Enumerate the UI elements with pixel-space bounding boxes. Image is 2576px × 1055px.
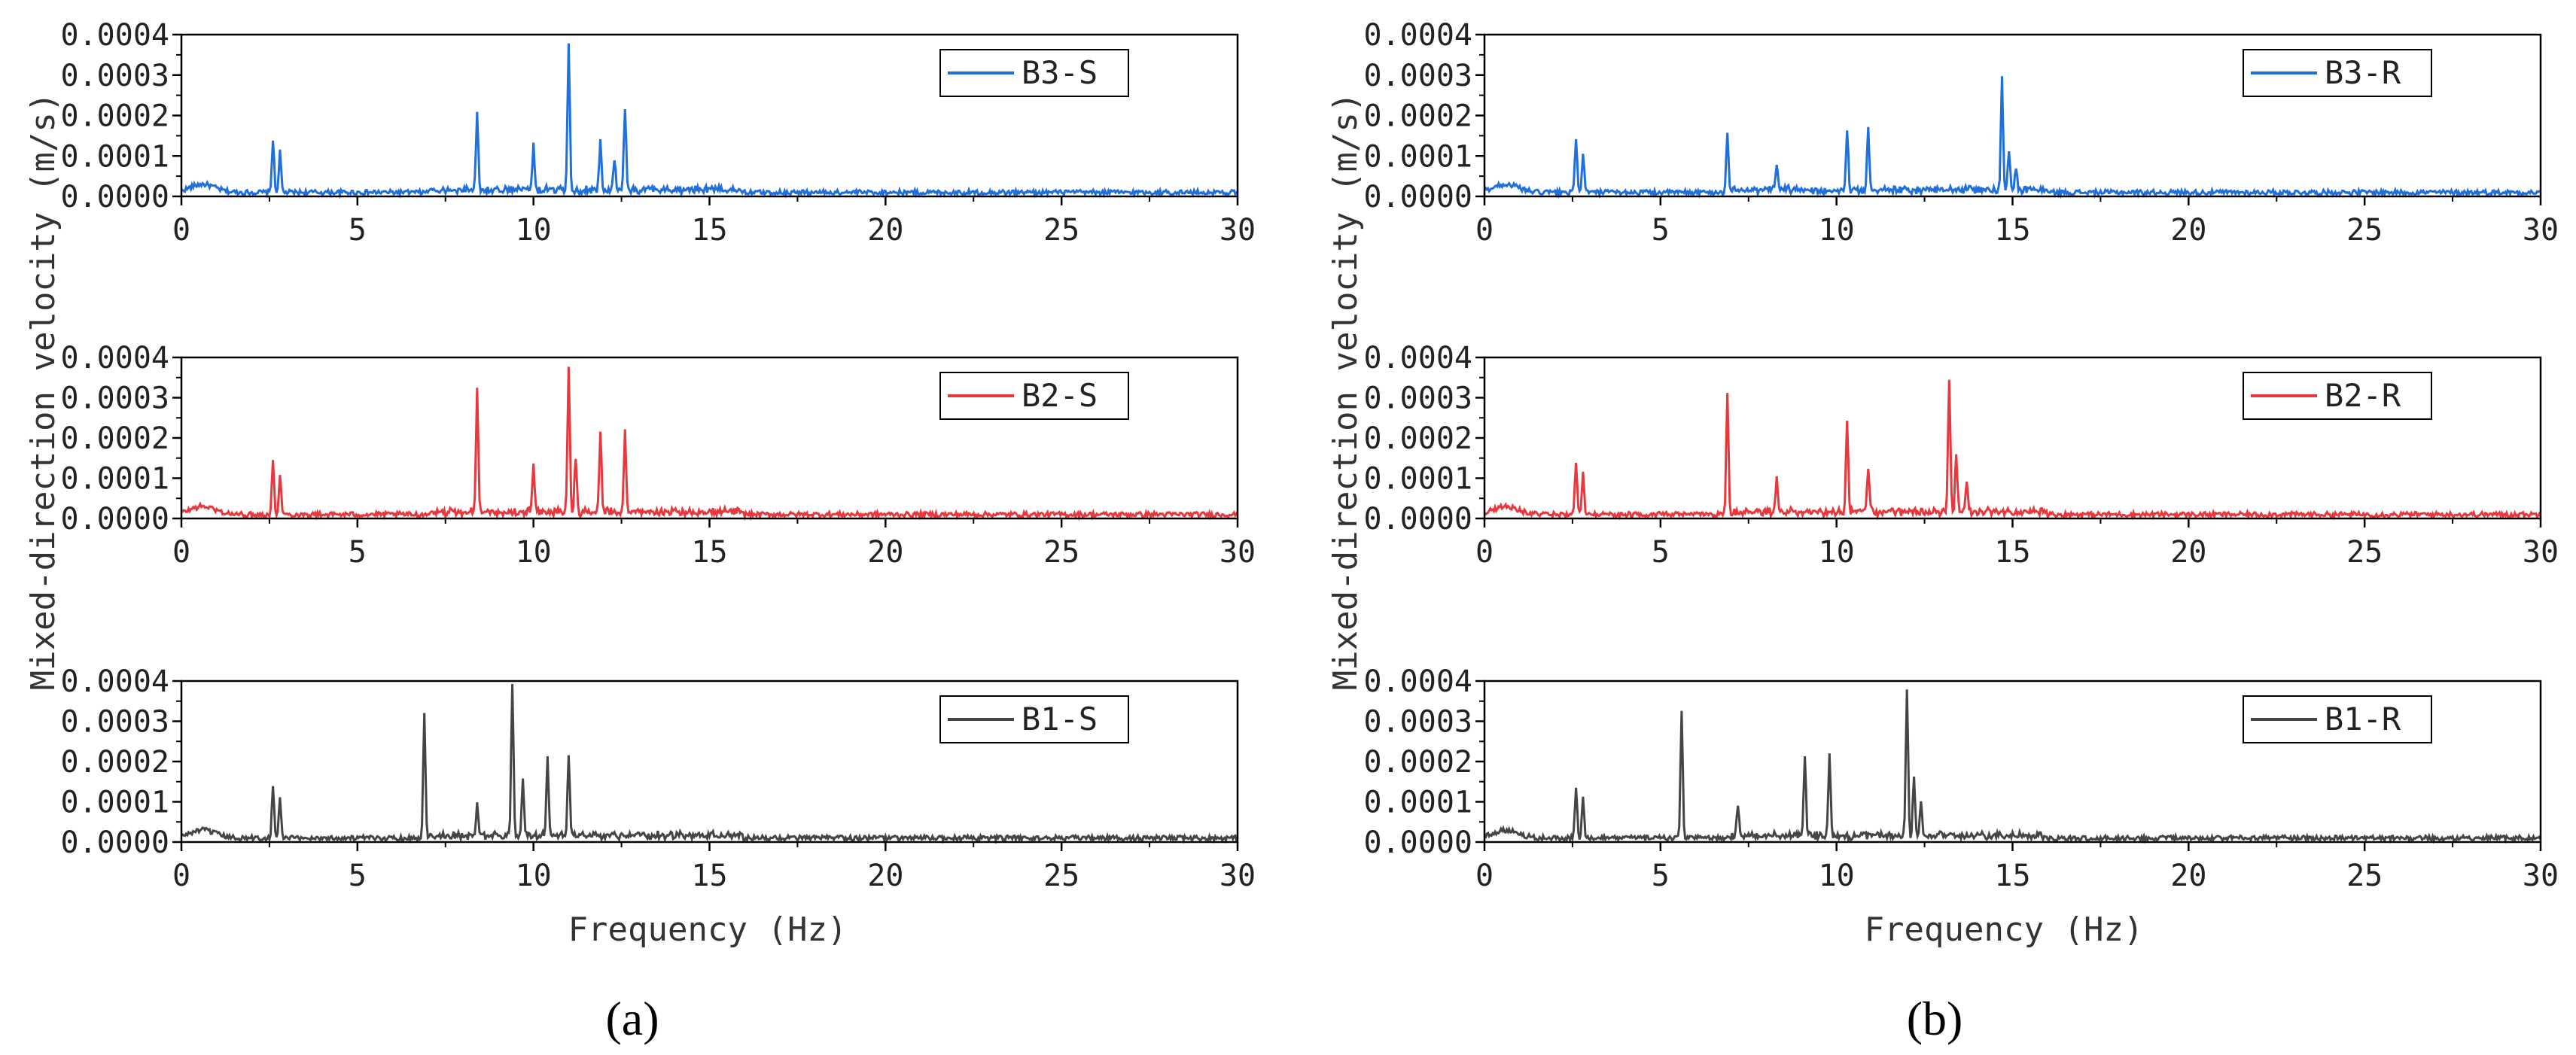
y-tick-label: 0.0002 (1364, 99, 1473, 134)
y-tick-label: 0.0004 (1364, 18, 1473, 53)
x-tick-label: 30 (1219, 213, 1256, 248)
x-tick-label: 30 (1219, 859, 1256, 893)
series-line-b1-r (1484, 689, 2542, 844)
y-tick-label: 0.0004 (61, 18, 170, 53)
chart-b3-s: 0 5 10 15 20 25 30 0.0000 0.0001 0.0002 0.0003 0.00… (61, 18, 1256, 248)
y-tick-label: 0.0003 (1364, 59, 1473, 93)
y-tick-label: 0.0002 (61, 745, 170, 780)
x-tick-label: 0 (172, 859, 190, 893)
y-tick-label: 0.0001 (1364, 462, 1473, 497)
x-tick-label: 15 (691, 859, 727, 893)
chart-b2-s: 0 5 10 15 20 25 30 0.0000 0.0001 0.0002 0.0003 0.00… (61, 341, 1256, 570)
y-tick-label: 0.0004 (1364, 664, 1473, 699)
y-tick-label: 0.0000 (1364, 180, 1473, 214)
x-tick-label: 25 (2346, 535, 2383, 570)
x-tick-label: 25 (2346, 213, 2383, 248)
y-tick-label: 0.0002 (1364, 421, 1473, 456)
y-tick-label: 0.0004 (61, 341, 170, 375)
ylabel-right: Mixed-direction velocity (m/s) (1326, 93, 1365, 691)
series-line-b2-r (1483, 379, 2542, 521)
chart-b1-s: 0 5 10 15 20 25 30 0.0000 0.0001 0.0002 0.0003 0.00… (61, 664, 1256, 893)
x-tick-label: 5 (1652, 859, 1670, 893)
series-line-b3-s (181, 43, 1239, 199)
y-tick-label: 0.0002 (61, 421, 170, 456)
xlabel-right: Frequency (Hz) (1865, 911, 2144, 949)
legend-label: B1-S (1022, 701, 1098, 737)
xlabel-left: Frequency (Hz) (568, 911, 848, 949)
chart-panels: 0 5 10 15 20 25 30 0.0000 0.0001 0.0002 0.0003 0.00… (61, 18, 2559, 893)
x-tick-label: 10 (1819, 213, 1855, 248)
x-tick-label: 25 (1043, 535, 1079, 570)
chart-b3-r: 0 5 10 15 20 25 30 0.0000 0.0001 0.0002 0.0003 0.00… (1364, 18, 2559, 248)
x-tick-label: 25 (2346, 859, 2383, 893)
x-tick-label: 25 (1043, 213, 1079, 248)
legend-label: B2-R (2325, 377, 2401, 414)
x-tick-label: 10 (1819, 535, 1855, 570)
y-tick-label: 0.0001 (61, 786, 170, 820)
x-tick-label: 10 (516, 213, 552, 248)
legend-label: B1-R (2325, 701, 2401, 737)
x-tick-label: 5 (349, 535, 367, 570)
x-tick-label: 20 (867, 213, 903, 248)
series-line-b3-r (1483, 76, 2541, 199)
panel-label-a: (a) (605, 992, 659, 1045)
x-tick-label: 10 (516, 535, 552, 570)
x-tick-label: 30 (2523, 535, 2559, 570)
panel-label-b: (b) (1907, 992, 1963, 1045)
x-tick-label: 10 (1819, 859, 1855, 893)
legend-label: B2-S (1022, 377, 1098, 414)
x-tick-label: 20 (2170, 213, 2206, 248)
x-tick-label: 0 (172, 535, 190, 570)
x-tick-label: 20 (2170, 535, 2206, 570)
y-tick-label: 0.0000 (1364, 502, 1473, 537)
x-tick-label: 10 (516, 859, 552, 893)
legend-label: B3-R (2325, 54, 2401, 91)
series-line-b1-s (180, 683, 1239, 845)
x-tick-label: 15 (691, 213, 727, 248)
y-tick-label: 0.0001 (61, 462, 170, 497)
y-tick-label: 0.0003 (1364, 705, 1473, 740)
x-tick-label: 15 (1994, 535, 2030, 570)
y-tick-label: 0.0000 (1364, 825, 1473, 860)
y-tick-label: 0.0003 (61, 705, 170, 740)
chart-b2-r: 0 5 10 15 20 25 30 0.0000 0.0001 0.0002 0.0003 0.00… (1364, 341, 2559, 570)
x-tick-label: 30 (2523, 213, 2559, 248)
chart-b1-r: 0 5 10 15 20 25 30 0.0000 0.0001 0.0002 0.0003 0.00… (1364, 664, 2559, 893)
x-tick-label: 20 (867, 535, 903, 570)
series-line-b2-s (181, 366, 1239, 521)
y-tick-label: 0.0001 (61, 139, 170, 174)
x-tick-label: 0 (1475, 213, 1494, 248)
x-tick-label: 0 (1475, 859, 1494, 893)
x-tick-label: 5 (1652, 535, 1670, 570)
y-tick-label: 0.0000 (61, 180, 170, 214)
x-tick-label: 15 (1994, 859, 2030, 893)
y-tick-label: 0.0003 (61, 382, 170, 416)
y-tick-label: 0.0001 (1364, 786, 1473, 820)
x-tick-label: 20 (2170, 859, 2206, 893)
y-tick-label: 0.0003 (61, 59, 170, 93)
x-tick-label: 30 (2523, 859, 2559, 893)
y-tick-label: 0.0004 (1364, 341, 1473, 375)
x-tick-label: 0 (172, 213, 190, 248)
x-tick-label: 0 (1475, 535, 1494, 570)
x-tick-label: 15 (1994, 213, 2030, 248)
x-tick-label: 20 (867, 859, 903, 893)
x-tick-label: 5 (349, 859, 367, 893)
y-tick-label: 0.0002 (61, 99, 170, 134)
x-tick-label: 5 (349, 213, 367, 248)
x-tick-label: 30 (1219, 535, 1256, 570)
y-tick-label: 0.0000 (61, 825, 170, 860)
legend-label: B3-S (1022, 54, 1098, 91)
y-tick-label: 0.0002 (1364, 745, 1473, 780)
x-tick-label: 15 (691, 535, 727, 570)
y-tick-label: 0.0001 (1364, 139, 1473, 174)
y-tick-label: 0.0004 (61, 664, 170, 699)
y-tick-label: 0.0003 (1364, 382, 1473, 416)
y-tick-label: 0.0000 (61, 502, 170, 537)
x-tick-label: 25 (1043, 859, 1079, 893)
x-tick-label: 5 (1652, 213, 1670, 248)
ylabel-left: Mixed-direction velocity (m/s) (24, 93, 62, 691)
